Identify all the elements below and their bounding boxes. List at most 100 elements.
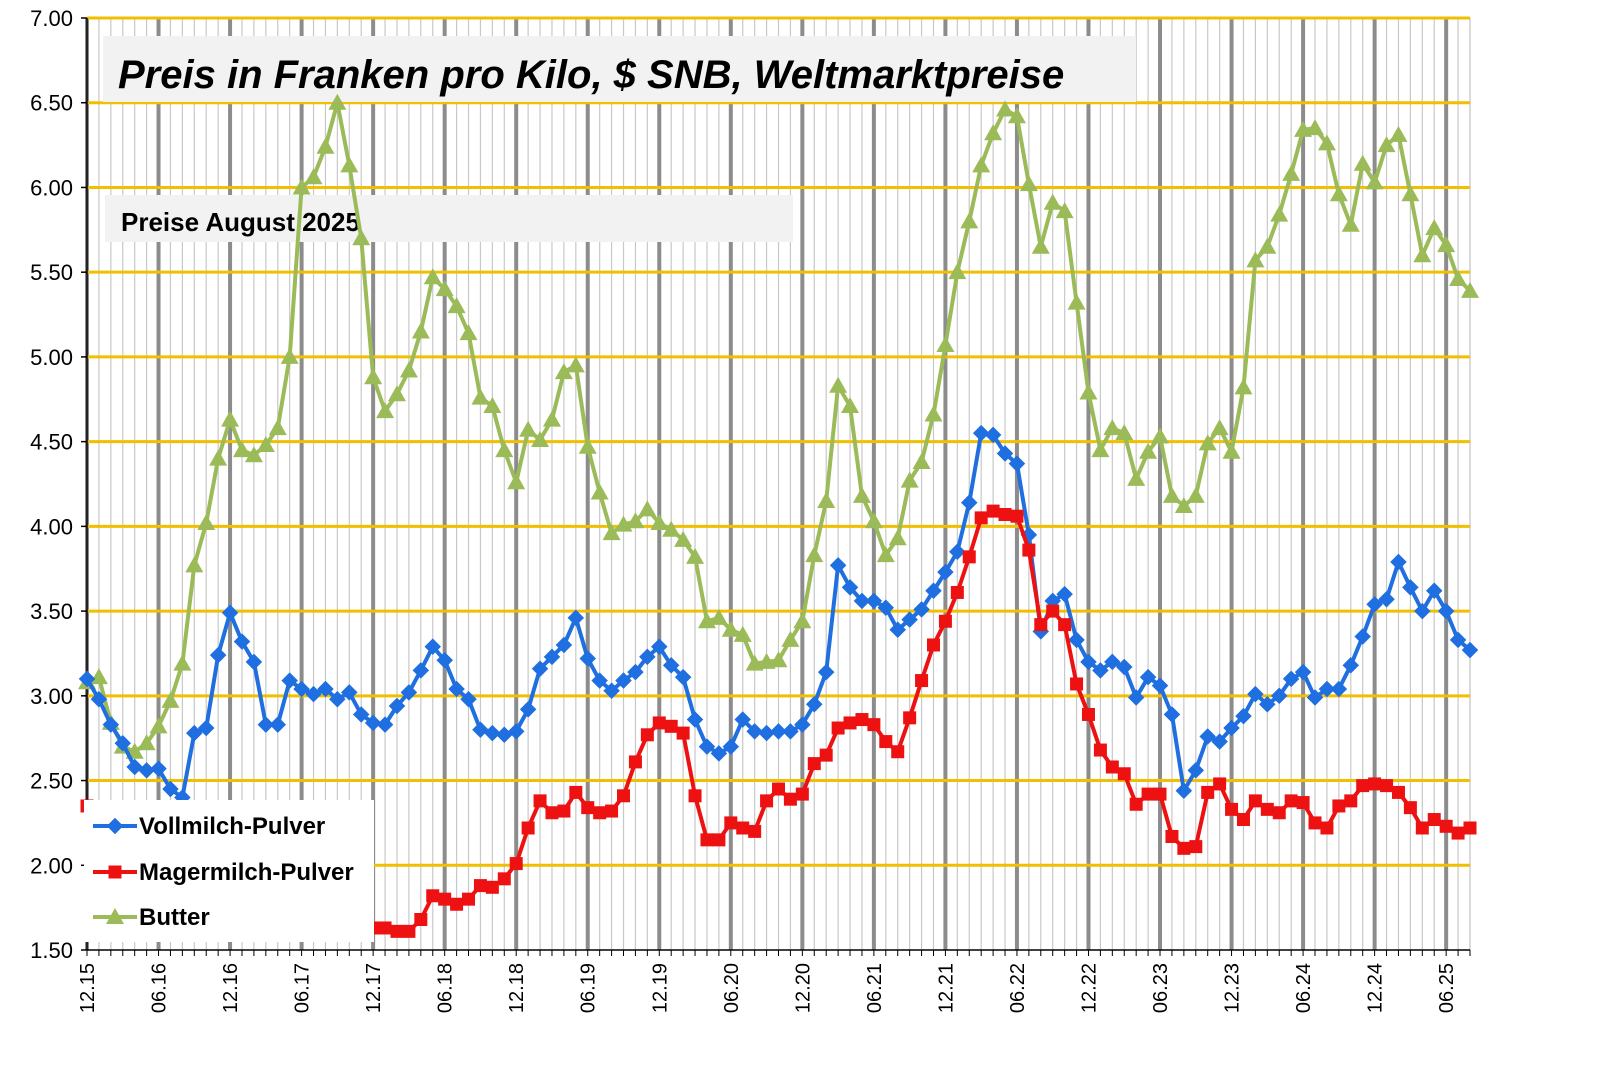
data-point-butter xyxy=(1329,185,1348,202)
data-point-vollmilch xyxy=(1103,653,1121,671)
data-point-magermilch xyxy=(915,674,929,688)
legend-marker xyxy=(106,908,124,924)
data-point-butter xyxy=(411,322,430,339)
data-point-vollmilch xyxy=(1080,653,1097,671)
data-point-vollmilch xyxy=(1437,602,1455,620)
y-tick-label: 4.50 xyxy=(30,430,73,455)
x-tick-label: 06.24 xyxy=(1293,963,1315,1013)
data-point-vollmilch xyxy=(209,646,227,664)
data-point-butter xyxy=(1055,202,1074,219)
data-point-butter xyxy=(459,324,478,341)
data-point-magermilch xyxy=(605,804,619,818)
data-point-vollmilch xyxy=(829,556,847,574)
x-tick-label: 06.22 xyxy=(1007,963,1029,1013)
data-point-magermilch xyxy=(426,889,440,903)
data-point-magermilch xyxy=(1308,816,1322,830)
data-point-butter xyxy=(686,547,705,564)
data-point-butter xyxy=(554,363,573,380)
data-point-vollmilch xyxy=(150,760,167,778)
data-point-butter xyxy=(1198,434,1217,451)
data-point-vollmilch xyxy=(662,656,680,674)
data-point-magermilch xyxy=(1260,802,1274,816)
data-point-butter xyxy=(471,388,490,405)
x-tick-label: 12.20 xyxy=(792,963,814,1013)
data-point-vollmilch xyxy=(102,716,120,733)
data-point-magermilch xyxy=(736,821,750,835)
data-point-butter xyxy=(852,486,871,503)
data-point-magermilch xyxy=(497,872,511,886)
data-point-vollmilch xyxy=(1139,668,1157,686)
y-tick-label: 5.00 xyxy=(30,345,73,370)
data-point-magermilch xyxy=(462,892,476,906)
data-point-vollmilch xyxy=(1294,663,1312,681)
x-tick-label: 06.16 xyxy=(149,963,171,1013)
data-point-magermilch xyxy=(807,757,821,771)
data-point-vollmilch xyxy=(1366,595,1383,613)
data-point-butter xyxy=(185,556,204,573)
data-point-magermilch xyxy=(819,748,833,762)
data-point-vollmilch xyxy=(889,621,907,639)
data-point-butter xyxy=(793,612,812,629)
data-point-vollmilch xyxy=(424,638,442,656)
data-point-butter xyxy=(1425,219,1444,236)
data-point-magermilch xyxy=(450,897,464,911)
data-point-magermilch xyxy=(1141,787,1155,801)
data-point-butter xyxy=(399,361,418,378)
data-point-butter xyxy=(1401,185,1420,202)
data-point-magermilch xyxy=(414,912,428,926)
data-point-vollmilch xyxy=(996,445,1014,462)
data-point-magermilch xyxy=(521,821,535,835)
data-point-butter xyxy=(1246,251,1265,268)
data-point-butter xyxy=(1031,237,1050,254)
data-point-magermilch xyxy=(938,614,952,628)
data-point-vollmilch xyxy=(1247,685,1264,703)
data-point-vollmilch xyxy=(984,426,1002,444)
data-point-butter xyxy=(173,654,192,671)
data-point-butter xyxy=(924,405,943,422)
data-point-magermilch xyxy=(1320,821,1334,835)
data-point-magermilch xyxy=(545,806,559,820)
data-point-magermilch xyxy=(891,745,905,759)
data-point-butter xyxy=(447,297,466,314)
data-point-vollmilch xyxy=(233,633,251,650)
data-point-butter xyxy=(137,734,156,751)
data-point-butter xyxy=(304,168,323,185)
data-point-magermilch xyxy=(1439,819,1453,833)
data-point-butter xyxy=(948,263,967,280)
x-tick-label: 06.25 xyxy=(1436,963,1458,1013)
data-point-butter xyxy=(1258,237,1277,254)
data-point-magermilch xyxy=(1451,826,1465,840)
data-point-vollmilch xyxy=(1127,689,1145,706)
data-point-vollmilch xyxy=(901,611,919,628)
data-point-butter xyxy=(602,524,621,541)
data-point-butter xyxy=(149,717,168,734)
data-point-butter xyxy=(638,500,657,517)
data-point-butter xyxy=(876,546,895,563)
data-point-vollmilch xyxy=(185,724,203,742)
data-point-butter xyxy=(1437,236,1456,253)
data-point-butter xyxy=(960,212,979,229)
data-point-vollmilch xyxy=(507,723,525,740)
x-tick-label: 12.18 xyxy=(506,963,528,1013)
data-point-vollmilch xyxy=(90,690,108,708)
data-point-magermilch xyxy=(1463,821,1477,835)
data-point-vollmilch xyxy=(615,672,632,689)
y-tick-label: 7.00 xyxy=(30,6,73,31)
data-point-vollmilch xyxy=(1235,707,1252,725)
data-point-vollmilch xyxy=(650,638,668,656)
y-tick-label: 2.50 xyxy=(30,769,73,794)
data-point-butter xyxy=(376,402,395,419)
data-point-vollmilch xyxy=(1354,628,1372,645)
data-point-magermilch xyxy=(724,816,738,830)
data-point-vollmilch xyxy=(543,648,561,666)
data-point-butter xyxy=(829,376,848,393)
data-point-butter xyxy=(650,513,669,530)
data-point-butter xyxy=(423,268,442,285)
data-point-vollmilch xyxy=(1068,631,1085,649)
data-point-butter xyxy=(1210,419,1229,436)
data-point-butter xyxy=(1151,427,1170,444)
data-point-butter xyxy=(316,137,335,154)
data-point-butter xyxy=(519,420,538,437)
data-point-vollmilch xyxy=(877,599,895,617)
